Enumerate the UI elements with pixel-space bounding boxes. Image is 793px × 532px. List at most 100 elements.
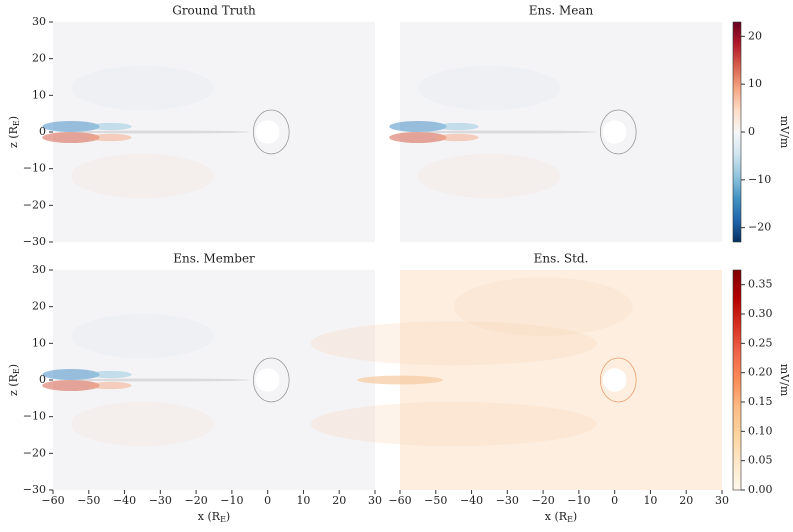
panel-title: Ens. Mean bbox=[529, 4, 594, 18]
axis-label: z (RE) bbox=[7, 364, 21, 396]
colorbar-tick-label: 0.25 bbox=[748, 336, 773, 349]
colorbar-tick-label: −20 bbox=[748, 221, 771, 234]
field-structure bbox=[42, 380, 100, 391]
panel-title: Ens. Std. bbox=[534, 252, 589, 266]
field-structure bbox=[42, 132, 100, 143]
x-tick-label: −30 bbox=[496, 494, 519, 507]
bow-shock bbox=[252, 357, 290, 403]
colorbar-tick-label: 0.30 bbox=[748, 307, 773, 320]
colorbar-tick-label: 0.10 bbox=[748, 424, 773, 437]
y-tick-label: 20 bbox=[32, 300, 46, 313]
y-tick-label: −10 bbox=[23, 162, 46, 175]
x-tick-label: −10 bbox=[567, 494, 590, 507]
earth-mask bbox=[602, 120, 627, 144]
x-tick-label: 10 bbox=[296, 494, 310, 507]
x-tick-label: −20 bbox=[532, 494, 555, 507]
axis-label-part: x (R bbox=[545, 510, 568, 523]
x-tick-label: −40 bbox=[460, 494, 483, 507]
panel-title: Ground Truth bbox=[172, 4, 256, 18]
x-tick-label: −10 bbox=[220, 494, 243, 507]
colorbar-tick-label: 20 bbox=[748, 29, 762, 42]
y-tick-label: 10 bbox=[32, 336, 46, 349]
field-structure bbox=[70, 402, 214, 446]
y-tick-label: −30 bbox=[23, 483, 46, 496]
earth-mask bbox=[255, 120, 280, 144]
y-tick-label: 30 bbox=[32, 15, 46, 28]
field-structure bbox=[88, 370, 132, 379]
axis-label-sub: E bbox=[12, 368, 21, 374]
x-tick-label: 30 bbox=[368, 494, 382, 507]
axis-label-part: ) bbox=[573, 510, 577, 523]
x-tick-label: 30 bbox=[715, 494, 729, 507]
colorbar-tick-label: −10 bbox=[748, 173, 771, 186]
x-tick-label: 20 bbox=[332, 494, 346, 507]
field-structure bbox=[357, 375, 443, 385]
field-structure bbox=[435, 122, 479, 131]
y-tick-label: −10 bbox=[23, 410, 46, 423]
field-structure bbox=[389, 121, 447, 132]
axis-label-part: z (R bbox=[7, 373, 20, 396]
axis-label-part: x (R bbox=[198, 510, 221, 523]
x-tick-label: −60 bbox=[388, 494, 411, 507]
x-tick-label: −60 bbox=[41, 494, 64, 507]
field-structure bbox=[70, 154, 214, 198]
axis-label-sub: E bbox=[567, 515, 573, 524]
axis-label: x (RE) bbox=[198, 510, 230, 524]
y-tick-label: 0 bbox=[39, 125, 46, 138]
axis-label-part: ) bbox=[7, 364, 20, 368]
colorbar-tick-label: 0 bbox=[748, 125, 755, 138]
colorbar-tick-label: 10 bbox=[748, 77, 762, 90]
earth-mask bbox=[255, 368, 280, 392]
colorbar bbox=[732, 21, 742, 243]
axis-label-sub: E bbox=[220, 515, 226, 524]
field-structure bbox=[70, 66, 214, 110]
y-tick-label: −20 bbox=[23, 446, 46, 459]
x-tick-label: −40 bbox=[113, 494, 136, 507]
earth-mask bbox=[602, 368, 627, 392]
field-structure bbox=[435, 133, 479, 142]
bow-shock bbox=[252, 109, 290, 155]
y-tick-label: −30 bbox=[23, 235, 46, 248]
y-tick-label: 30 bbox=[32, 263, 46, 276]
y-tick-label: 0 bbox=[39, 373, 46, 386]
field-structure bbox=[453, 277, 633, 336]
colorbar-tick-label: 0.15 bbox=[748, 395, 773, 408]
field-structure bbox=[70, 130, 250, 134]
colorbar-tick-label: 0.35 bbox=[748, 278, 773, 291]
colorbar-tick-label: 0.20 bbox=[748, 366, 773, 379]
field-structure bbox=[417, 66, 561, 110]
colorbar bbox=[732, 269, 742, 491]
field-structure bbox=[42, 121, 100, 132]
y-tick-label: 10 bbox=[32, 88, 46, 101]
x-tick-label: 20 bbox=[679, 494, 693, 507]
x-tick-label: 0 bbox=[611, 494, 618, 507]
x-tick-label: −30 bbox=[149, 494, 172, 507]
field-structure bbox=[88, 122, 132, 131]
field-structure bbox=[88, 133, 132, 142]
axis-label-part: ) bbox=[226, 510, 230, 523]
panel-title: Ens. Member bbox=[173, 252, 255, 266]
field-structure bbox=[417, 130, 597, 134]
x-tick-label: −20 bbox=[185, 494, 208, 507]
x-tick-label: 0 bbox=[264, 494, 271, 507]
x-tick-label: −50 bbox=[424, 494, 447, 507]
colorbar-label: mV/m bbox=[778, 116, 791, 149]
field-structure bbox=[70, 378, 250, 382]
axis-label-part: ) bbox=[7, 116, 20, 120]
bow-shock bbox=[599, 357, 637, 403]
bow-shock bbox=[599, 109, 637, 155]
colorbar-tick-label: 0.05 bbox=[748, 454, 773, 467]
field-structure bbox=[310, 321, 597, 366]
x-tick-label: 10 bbox=[643, 494, 657, 507]
axis-label: x (RE) bbox=[545, 510, 577, 524]
heatmap-background bbox=[400, 270, 722, 490]
x-tick-label: −50 bbox=[77, 494, 100, 507]
field-structure bbox=[42, 369, 100, 380]
field-structure bbox=[389, 132, 447, 143]
colorbar-tick-label: 0.00 bbox=[748, 483, 773, 496]
field-structure bbox=[88, 381, 132, 390]
axis-label-sub: E bbox=[12, 120, 21, 126]
field-structure bbox=[310, 402, 597, 446]
field-structure bbox=[70, 314, 214, 358]
